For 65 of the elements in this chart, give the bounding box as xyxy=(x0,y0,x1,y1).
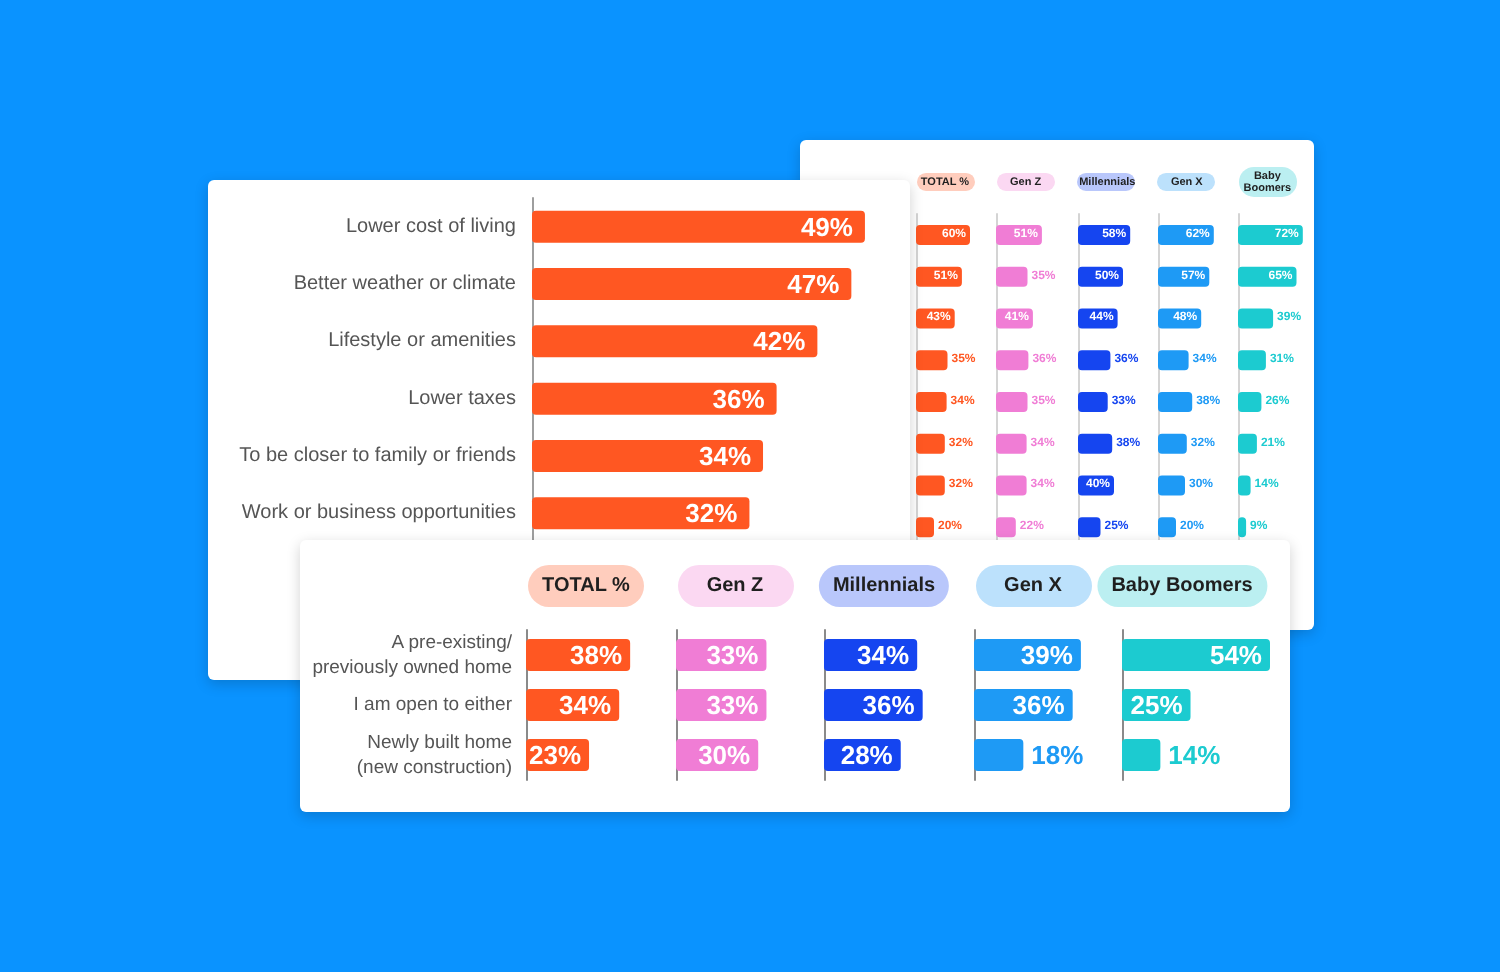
data-label: 34% xyxy=(698,441,752,471)
bar xyxy=(916,391,947,412)
bar xyxy=(532,210,865,243)
bar xyxy=(1077,517,1100,538)
data-label: 36% xyxy=(712,383,766,414)
bar xyxy=(996,475,1028,496)
data-label: 38% xyxy=(570,640,624,670)
bar xyxy=(916,433,945,454)
bar xyxy=(532,497,750,530)
data-label: 34% xyxy=(559,690,613,720)
bar xyxy=(1077,391,1107,412)
bar xyxy=(916,475,945,496)
bar xyxy=(1077,433,1112,454)
chart-title: Millennials xyxy=(818,565,950,607)
bar xyxy=(532,268,852,300)
bar xyxy=(532,382,777,415)
bar xyxy=(1077,350,1110,371)
bar xyxy=(1157,517,1176,538)
data-label: 34% xyxy=(857,640,911,670)
bar xyxy=(1238,350,1267,371)
bar xyxy=(996,266,1029,287)
bar xyxy=(916,517,934,538)
data-label: 33% xyxy=(705,640,759,670)
bar xyxy=(1238,308,1274,329)
y-tick-label: Newly built home (new construction) xyxy=(356,731,512,779)
y-tick-label: Lower taxes xyxy=(408,387,516,410)
chart-title: Gen X xyxy=(975,565,1091,607)
y-tick-label: I am open to either xyxy=(353,694,512,716)
bar xyxy=(916,350,948,371)
data-label: 49% xyxy=(800,211,854,242)
chart-title: TOTAL % xyxy=(528,565,644,607)
data-label: 42% xyxy=(753,326,807,357)
data-label: 32% xyxy=(685,498,739,529)
bar xyxy=(1238,391,1262,412)
data-label: 25% xyxy=(1130,690,1184,720)
bar xyxy=(532,440,764,472)
bar xyxy=(1157,350,1189,371)
data-label: 36% xyxy=(862,690,916,720)
data-label: 28% xyxy=(840,740,894,770)
bar xyxy=(1157,475,1185,496)
bar xyxy=(996,391,1029,412)
data-label: 23% xyxy=(528,740,582,770)
bar xyxy=(1157,391,1192,412)
data-label: 33% xyxy=(705,690,759,720)
bar xyxy=(996,350,1029,371)
data-label: 36% xyxy=(1011,690,1065,720)
y-tick-label: To be closer to family or friends xyxy=(239,445,516,467)
bar xyxy=(532,325,818,358)
data-label: 18% xyxy=(1030,740,1084,770)
chart-title: Baby Boomers xyxy=(1097,565,1267,607)
bar xyxy=(996,517,1017,538)
bar xyxy=(1157,433,1187,454)
data-label: 30% xyxy=(697,740,751,770)
data-label: 14% xyxy=(1168,740,1222,770)
y-tick-label: A pre-existing/ previously owned home xyxy=(312,631,513,679)
data-label: 54% xyxy=(1209,640,1263,670)
chart-title: Gen Z xyxy=(677,565,793,607)
y-tick-label: Lifestyle or amenities xyxy=(328,330,516,353)
data-label: 47% xyxy=(787,269,841,299)
y-tick-label: Lower cost of living xyxy=(345,215,516,238)
bar xyxy=(1238,433,1258,454)
y-tick-label: Better weather or climate xyxy=(293,273,517,295)
y-tick-label: Work or business opportunities xyxy=(241,502,516,525)
data-label: 39% xyxy=(1019,640,1073,670)
bar xyxy=(996,433,1028,454)
